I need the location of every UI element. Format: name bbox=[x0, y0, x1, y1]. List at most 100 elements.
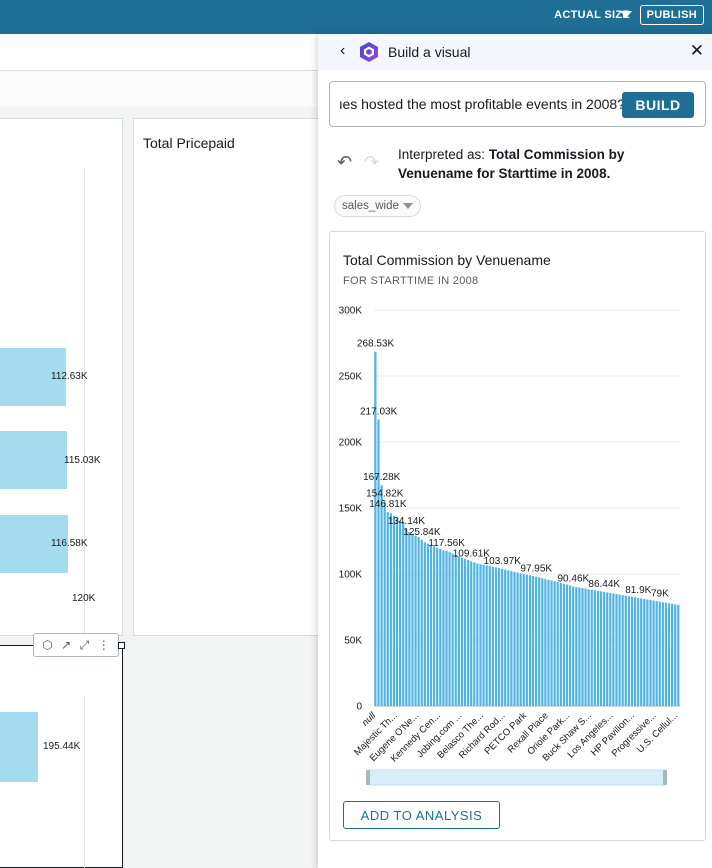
close-icon[interactable]: ✕ bbox=[689, 41, 704, 60]
bar[interactable] bbox=[584, 588, 587, 706]
bar[interactable] bbox=[640, 598, 643, 706]
insight-icon[interactable]: ↗ bbox=[61, 638, 72, 652]
bar[interactable] bbox=[522, 574, 525, 706]
left-visual-card[interactable]: 112.63K 115.03K 116.58K bbox=[0, 118, 123, 639]
bar[interactable] bbox=[414, 535, 417, 706]
bar[interactable] bbox=[513, 571, 516, 706]
bar[interactable] bbox=[606, 592, 609, 706]
bar[interactable] bbox=[671, 603, 674, 706]
bar[interactable] bbox=[473, 562, 476, 706]
bar[interactable] bbox=[535, 576, 538, 706]
bar[interactable] bbox=[618, 594, 621, 706]
bar[interactable] bbox=[488, 566, 491, 706]
bar[interactable] bbox=[553, 581, 556, 706]
bar[interactable] bbox=[633, 597, 637, 706]
caret-down-icon[interactable] bbox=[620, 11, 632, 18]
bar[interactable] bbox=[392, 515, 396, 706]
bar[interactable] bbox=[646, 599, 649, 706]
bar[interactable] bbox=[436, 547, 439, 706]
bar[interactable] bbox=[664, 602, 668, 706]
bar[interactable] bbox=[408, 531, 411, 706]
add-to-analysis-button[interactable]: ADD TO ANALYSIS bbox=[343, 801, 500, 829]
bar[interactable] bbox=[380, 485, 383, 706]
bar[interactable] bbox=[383, 501, 386, 706]
bar[interactable] bbox=[463, 558, 467, 706]
bar[interactable] bbox=[0, 431, 68, 489]
bar[interactable] bbox=[562, 583, 566, 706]
bar[interactable] bbox=[609, 593, 612, 706]
bar[interactable] bbox=[470, 561, 473, 706]
bar[interactable] bbox=[556, 582, 559, 706]
bar[interactable] bbox=[531, 575, 535, 706]
bar[interactable] bbox=[491, 566, 494, 706]
bar[interactable] bbox=[630, 596, 634, 706]
bar[interactable] bbox=[541, 578, 544, 706]
bar[interactable] bbox=[0, 712, 38, 782]
bar[interactable] bbox=[504, 569, 507, 706]
bar[interactable] bbox=[479, 564, 482, 706]
bar[interactable] bbox=[476, 563, 479, 706]
bar[interactable] bbox=[0, 515, 68, 573]
actual-size-dropdown[interactable]: ACTUAL SIZE bbox=[554, 9, 630, 21]
bar[interactable] bbox=[547, 579, 550, 706]
bar[interactable] bbox=[538, 577, 541, 706]
chevron-left-icon[interactable]: ‹ bbox=[340, 42, 346, 59]
bar[interactable] bbox=[501, 568, 504, 706]
bar[interactable] bbox=[677, 604, 680, 706]
resize-handle[interactable] bbox=[118, 642, 125, 649]
bar[interactable] bbox=[426, 543, 430, 706]
bar[interactable] bbox=[658, 601, 661, 706]
undo-icon[interactable]: ↶ bbox=[337, 152, 353, 172]
bar[interactable] bbox=[637, 597, 640, 706]
bar[interactable] bbox=[423, 542, 426, 706]
bar[interactable] bbox=[627, 596, 630, 706]
bar[interactable] bbox=[550, 580, 553, 706]
bar[interactable] bbox=[649, 600, 652, 706]
bar-chart[interactable]: 0 50K 100K 150K 200K 250K 300K 268.53K 217.03K 16… bbox=[330, 292, 707, 797]
bar[interactable] bbox=[485, 565, 488, 706]
bar[interactable] bbox=[442, 550, 445, 706]
bar[interactable] bbox=[405, 528, 408, 706]
bar[interactable] bbox=[420, 539, 423, 706]
bar[interactable] bbox=[451, 553, 454, 706]
more-icon[interactable]: ⋮ bbox=[97, 638, 110, 652]
bar[interactable] bbox=[615, 594, 618, 706]
build-button[interactable]: BUILD bbox=[622, 92, 694, 118]
bar[interactable] bbox=[497, 568, 501, 706]
range-handle-right[interactable] bbox=[663, 770, 667, 785]
bar[interactable] bbox=[624, 595, 627, 706]
bar[interactable] bbox=[525, 574, 528, 706]
bar[interactable] bbox=[448, 552, 451, 706]
bar[interactable] bbox=[572, 586, 575, 706]
bar[interactable] bbox=[433, 546, 436, 706]
bar[interactable] bbox=[460, 557, 464, 707]
total-pricepaid-card[interactable]: Total Pricepaid bbox=[133, 118, 323, 636]
bar[interactable] bbox=[429, 544, 433, 706]
q-icon[interactable]: ⬡ bbox=[42, 638, 53, 652]
bar[interactable] bbox=[395, 518, 399, 706]
bar[interactable] bbox=[599, 591, 603, 706]
selected-visual-card[interactable]: 195.44K bbox=[0, 645, 123, 868]
bar[interactable] bbox=[621, 595, 624, 706]
bar[interactable] bbox=[454, 554, 457, 706]
question-input[interactable]: Which venues hosted the most profitable … bbox=[329, 81, 706, 127]
bar[interactable] bbox=[445, 550, 448, 706]
bar[interactable] bbox=[575, 587, 578, 706]
bar[interactable] bbox=[652, 600, 655, 706]
bar[interactable] bbox=[667, 603, 671, 706]
bar[interactable] bbox=[590, 589, 593, 706]
bar[interactable] bbox=[510, 571, 513, 706]
bar[interactable] bbox=[596, 590, 600, 706]
publish-button[interactable]: PUBLISH bbox=[639, 5, 704, 25]
bar[interactable] bbox=[411, 533, 414, 706]
expand-icon[interactable]: ⤢ bbox=[79, 637, 90, 652]
bar[interactable] bbox=[587, 589, 590, 706]
bar[interactable] bbox=[528, 575, 532, 706]
dataset-selector[interactable]: sales_wide bbox=[334, 195, 421, 217]
bar[interactable] bbox=[374, 351, 377, 706]
bar[interactable] bbox=[417, 537, 420, 706]
bar[interactable] bbox=[402, 522, 405, 706]
bar[interactable] bbox=[612, 593, 615, 706]
bar[interactable] bbox=[516, 572, 519, 706]
bar[interactable] bbox=[603, 591, 606, 706]
